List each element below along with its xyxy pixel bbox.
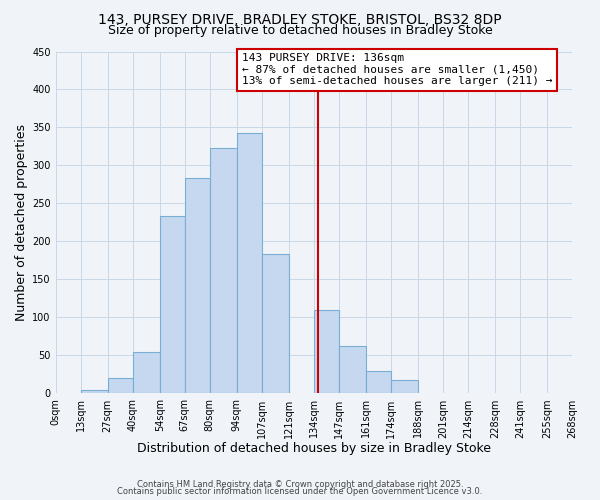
Bar (366, 370, 391, 394)
Bar (237, 133, 262, 394)
Bar (210, 148, 237, 394)
X-axis label: Distribution of detached houses by size in Bradley Stoke: Distribution of detached houses by size … (137, 442, 491, 455)
Text: Contains public sector information licensed under the Open Government Licence v3: Contains public sector information licen… (118, 487, 482, 496)
Text: 143 PURSEY DRIVE: 136sqm
← 87% of detached houses are smaller (1,450)
13% of sem: 143 PURSEY DRIVE: 136sqm ← 87% of detach… (242, 53, 552, 86)
Bar (185, 178, 210, 394)
Bar (391, 380, 418, 394)
Bar (314, 310, 339, 394)
Bar (339, 346, 366, 394)
Bar (81, 390, 107, 394)
Bar (160, 216, 185, 394)
Text: Contains HM Land Registry data © Crown copyright and database right 2025.: Contains HM Land Registry data © Crown c… (137, 480, 463, 489)
Text: 143, PURSEY DRIVE, BRADLEY STOKE, BRISTOL, BS32 8DP: 143, PURSEY DRIVE, BRADLEY STOKE, BRISTO… (98, 12, 502, 26)
Text: Size of property relative to detached houses in Bradley Stoke: Size of property relative to detached ho… (107, 24, 493, 37)
Bar (107, 378, 133, 394)
Bar (133, 352, 160, 394)
Bar (262, 254, 289, 394)
Y-axis label: Number of detached properties: Number of detached properties (15, 124, 28, 321)
